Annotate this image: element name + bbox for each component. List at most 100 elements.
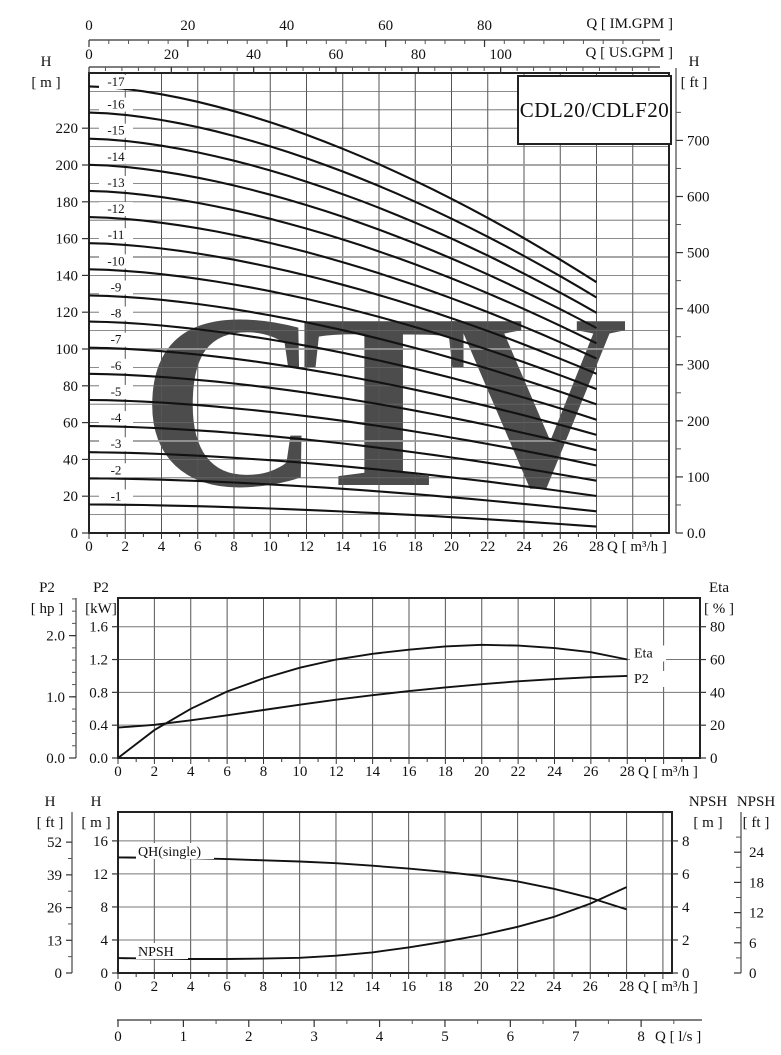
kw-axis-symbol: P2	[93, 580, 109, 596]
hp-axis-unit: [ hp ]	[30, 601, 64, 617]
svg-text:2: 2	[682, 933, 690, 949]
svg-text:3: 3	[310, 1029, 318, 1045]
stage-label--7: -7	[111, 332, 122, 347]
ls-axis-title: Q [ l/s ]	[655, 1029, 702, 1045]
kw-axis-unit: [kW]	[85, 601, 117, 617]
main-left-axis-title: H [ m ]	[24, 52, 68, 94]
main-right-axis-symbol: H	[688, 54, 700, 70]
npsh-plot-border	[117, 811, 673, 974]
eta-axis-title: Eta [ % ]	[696, 578, 742, 620]
h-ft-ruler: 0 13 26 39 52	[47, 812, 73, 982]
svg-text:0: 0	[85, 18, 93, 34]
svg-text:6: 6	[682, 867, 690, 883]
svg-text:100: 100	[489, 47, 512, 63]
npsh-curve-label: NPSH	[138, 945, 174, 960]
svg-text:0: 0	[114, 1029, 122, 1045]
npsh-hm-unit: [ m ]	[81, 815, 111, 831]
svg-text:24: 24	[749, 845, 765, 861]
head-curve--1	[88, 503, 597, 528]
head-curve--11	[88, 242, 597, 375]
svg-text:4: 4	[101, 933, 109, 949]
stage-label--12: -12	[107, 201, 124, 216]
main-right-axis-unit: [ ft ]	[680, 75, 708, 91]
curve-label-P2: P2	[634, 672, 649, 687]
stage-label--17: -17	[107, 74, 125, 89]
hq-axes: 0 2 4 6 8 10 12 14 16 18 20 22 24 26 28020406080100120…	[56, 121, 652, 555]
npsh-x-axis-title: Q [ m³/h ]	[638, 979, 698, 995]
power-chart: 0 2 4 6 8 10 12 14 16 18 20 22 24 26 280.00.40.81.21.6…	[46, 597, 725, 780]
svg-text:22: 22	[510, 979, 525, 995]
power-curves: P2 Eta	[117, 643, 666, 759]
head-curve--8	[88, 320, 597, 421]
svg-text:13: 13	[47, 933, 62, 949]
svg-text:20: 20	[444, 539, 459, 555]
svg-text:80: 80	[411, 47, 426, 63]
svg-text:26: 26	[47, 901, 63, 917]
stage-label--9: -9	[111, 279, 122, 294]
power-x-axis-title: Q [ m³/h ]	[638, 764, 698, 780]
main-right-axis-title: H [ ft ]	[672, 52, 716, 94]
svg-text:4: 4	[158, 539, 166, 555]
curve-label-Eta: Eta	[634, 647, 653, 662]
svg-text:8: 8	[101, 900, 109, 916]
hq-ft-ruler: 0.0 100 200 300 400 500 600 700	[675, 68, 710, 542]
hq-curves	[88, 85, 598, 528]
eta-axis-unit: [ % ]	[704, 601, 734, 617]
svg-text:4: 4	[187, 979, 195, 995]
stage-label--6: -6	[111, 358, 122, 373]
svg-text:18: 18	[408, 539, 423, 555]
power-axes: 0 2 4 6 8 10 12 14 16 18 20 22 24 26 280.00.40.81.21.6…	[89, 620, 725, 780]
svg-text:26: 26	[583, 764, 599, 780]
main-left-axis-symbol: H	[40, 54, 52, 70]
stage-label--1: -1	[111, 488, 122, 503]
npsh-hft-axis-title: H [ ft ]	[28, 792, 72, 834]
head-curve--14	[88, 163, 597, 329]
svg-text:0: 0	[749, 966, 757, 982]
npsh-chart: 0 2 4 6 8 10 12 14 16 18 20 22 24 26 28048121602468013…	[47, 811, 765, 1045]
hp-axis-title: P2 [ hp ]	[24, 578, 70, 620]
svg-text:10: 10	[263, 539, 278, 555]
svg-text:80: 80	[477, 18, 492, 34]
stage-label--11: -11	[108, 227, 125, 242]
svg-text:0: 0	[85, 47, 93, 63]
svg-text:1.6: 1.6	[89, 620, 108, 636]
svg-text:160: 160	[56, 232, 79, 248]
hp-axis-symbol: P2	[39, 580, 55, 596]
head-curve--12	[88, 216, 597, 360]
svg-text:14: 14	[365, 764, 381, 780]
svg-text:60: 60	[710, 653, 725, 669]
svg-text:1: 1	[180, 1029, 188, 1045]
svg-text:700: 700	[687, 133, 710, 149]
svg-text:20: 20	[63, 489, 78, 505]
head-curve--2	[88, 477, 597, 513]
svg-text:12: 12	[329, 764, 344, 780]
npsh-ft-axis-title: NPSH [ ft ]	[731, 792, 781, 834]
chart-title: CDL20/CDLF20	[517, 75, 672, 145]
im-gpm-axis-title: Q [ IM.GPM ]	[586, 16, 673, 32]
head-curve--7	[88, 346, 597, 436]
hp-ruler: 0.0 1.0 2.0	[46, 598, 77, 767]
svg-text:0: 0	[114, 764, 122, 780]
npsh-hft-symbol: H	[44, 794, 56, 810]
svg-text:0.0: 0.0	[687, 526, 706, 542]
svg-text:18: 18	[438, 764, 453, 780]
svg-text:0.8: 0.8	[89, 685, 108, 701]
svg-text:8: 8	[682, 834, 690, 850]
head-curve--5	[88, 398, 597, 467]
svg-text:140: 140	[56, 268, 79, 284]
svg-text:200: 200	[687, 414, 710, 430]
npsh-m-axis-title: NPSH [ m ]	[682, 792, 734, 834]
svg-text:7: 7	[572, 1029, 580, 1045]
stage-label--10: -10	[107, 253, 124, 268]
qh-single-label: QH(single)	[138, 845, 201, 860]
svg-text:16: 16	[402, 764, 418, 780]
svg-text:22: 22	[480, 539, 495, 555]
hq-stage-labels: -1 -2 -3 -4 -5 -6 -7 -8 -9 -10 -11 -12 -13 -14 -15 -16 -…	[99, 74, 133, 504]
svg-text:0: 0	[101, 966, 109, 982]
svg-text:20: 20	[180, 18, 195, 34]
kw-axis-title: P2 [kW]	[80, 578, 122, 620]
npsh-hft-unit: [ ft ]	[36, 815, 64, 831]
us-gpm-ruler: 0 20 40 60 80 100	[85, 47, 660, 74]
stage-label--16: -16	[107, 97, 125, 112]
